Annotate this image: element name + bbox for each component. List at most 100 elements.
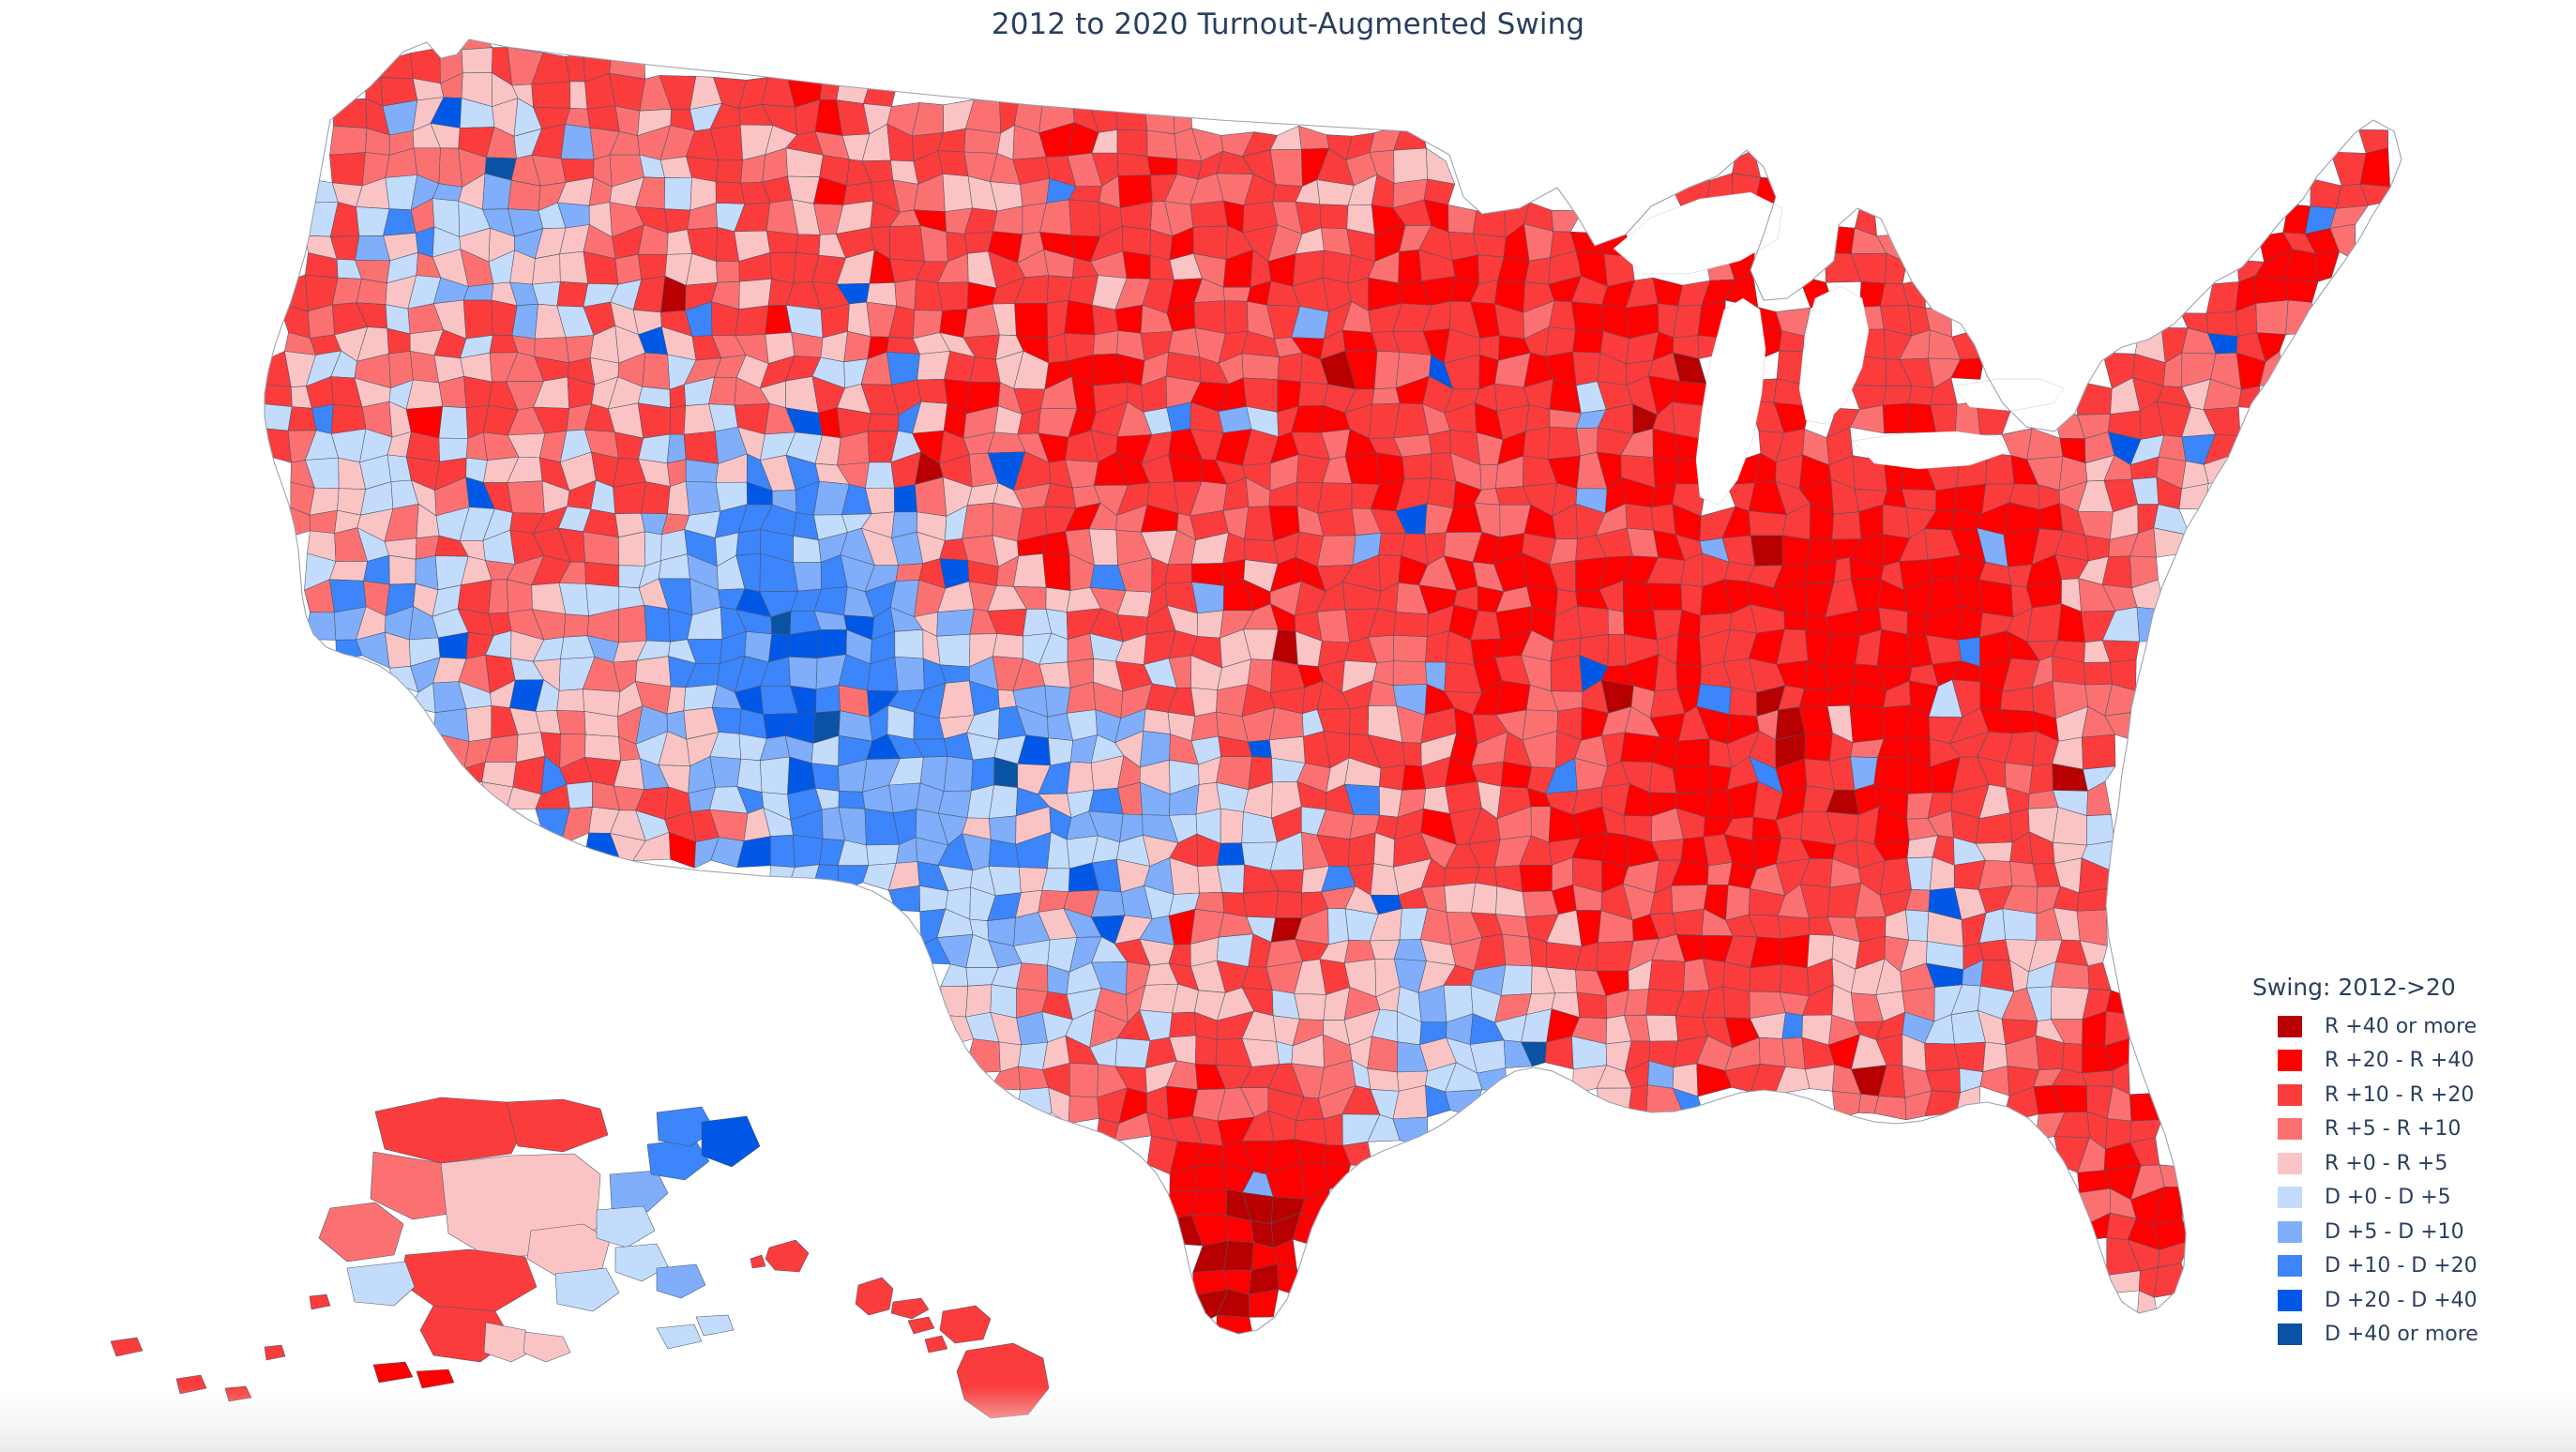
county-area[interactable] (1571, 302, 1603, 331)
alaska-borough[interactable] (647, 1139, 709, 1180)
county-area[interactable] (811, 764, 839, 792)
county-area[interactable] (1805, 1065, 1834, 1091)
county-area[interactable] (796, 234, 821, 255)
county-area[interactable] (253, 404, 292, 431)
county-area[interactable] (1597, 941, 1633, 971)
county-area[interactable] (1427, 478, 1456, 508)
county-area[interactable] (1979, 580, 2013, 617)
county-area[interactable] (2082, 734, 2115, 769)
county-area[interactable] (1393, 635, 1427, 662)
county-area[interactable] (943, 174, 973, 211)
county-area[interactable] (1393, 1117, 1428, 1146)
county-area[interactable] (2082, 1070, 2113, 1086)
county-area[interactable] (667, 434, 686, 463)
alaska-borough[interactable] (347, 1262, 415, 1306)
alaska-borough[interactable] (319, 1202, 403, 1262)
county-area[interactable] (1496, 681, 1530, 716)
county-area[interactable] (1299, 126, 1329, 149)
county-area[interactable] (888, 885, 919, 912)
alaska-borough[interactable] (696, 1315, 734, 1336)
county-area[interactable] (1015, 303, 1048, 338)
county-area[interactable] (1194, 1164, 1227, 1191)
county-area[interactable] (1480, 464, 1498, 490)
county-area[interactable] (993, 634, 1023, 659)
hawaii-island[interactable] (908, 1317, 934, 1334)
county-area[interactable] (970, 357, 1000, 383)
county-area[interactable] (1144, 709, 1171, 734)
alaska-borough[interactable] (417, 1369, 454, 1388)
county-area[interactable] (1750, 536, 1782, 567)
alaska-borough[interactable] (615, 1244, 668, 1281)
county-area[interactable] (1552, 210, 1583, 232)
county-area[interactable] (557, 281, 588, 307)
county-area[interactable] (1782, 1013, 1803, 1039)
county-area[interactable] (1850, 705, 1884, 743)
county-area[interactable] (1092, 305, 1118, 335)
county-area[interactable] (1197, 611, 1223, 638)
county-area[interactable] (1885, 253, 1906, 283)
county-area[interactable] (1805, 733, 1833, 761)
county-area[interactable] (1578, 606, 1609, 638)
county-area[interactable] (2029, 764, 2053, 794)
county-area[interactable] (1955, 484, 1986, 514)
county-area[interactable] (1043, 553, 1071, 590)
county-area[interactable] (1597, 1088, 1631, 1115)
county-area[interactable] (638, 254, 667, 280)
county-area[interactable] (760, 757, 789, 794)
county-area[interactable] (1068, 762, 1094, 794)
county-area[interactable] (557, 689, 584, 712)
county-area[interactable] (1908, 386, 1933, 405)
legend-item-d10[interactable]: D +10 - D +20 (2250, 1249, 2559, 1284)
county-area[interactable] (2330, 205, 2369, 228)
county-area[interactable] (557, 710, 586, 734)
county-area[interactable] (1672, 885, 1708, 913)
legend-item-d40[interactable]: D +40 or more (2250, 1318, 2559, 1353)
county-area[interactable] (1955, 1042, 1986, 1072)
county-area[interactable] (1732, 149, 1760, 177)
county-area[interactable] (1224, 1241, 1254, 1271)
county-area[interactable] (1653, 278, 1683, 306)
county-area[interactable] (638, 403, 670, 438)
county-area[interactable] (1446, 1090, 1482, 1116)
county-area[interactable] (564, 614, 589, 638)
county-area[interactable] (886, 352, 919, 385)
county-area[interactable] (938, 282, 968, 311)
county-area[interactable] (1320, 204, 1348, 229)
legend-item-r0[interactable]: R +0 - R +5 (2250, 1146, 2559, 1181)
county-area[interactable] (966, 985, 993, 1017)
county-area[interactable] (1115, 1038, 1150, 1068)
county-area[interactable] (1880, 858, 1912, 896)
alaska-borough[interactable] (657, 1264, 705, 1298)
county-area[interactable] (938, 791, 971, 818)
county-area[interactable] (794, 536, 822, 562)
county-area[interactable] (639, 434, 671, 463)
county-area[interactable] (1780, 934, 1810, 968)
county-area[interactable] (1707, 862, 1732, 885)
county-area[interactable] (1192, 582, 1224, 613)
county-area[interactable] (1925, 1043, 1960, 1071)
county-area[interactable] (1093, 331, 1118, 355)
county-area[interactable] (1249, 1290, 1279, 1318)
legend-item-d5[interactable]: D +5 - D +10 (2250, 1215, 2559, 1249)
county-area[interactable] (2088, 962, 2112, 991)
county-area[interactable] (794, 563, 822, 592)
county-area[interactable] (1324, 1114, 1342, 1146)
county-area[interactable] (1546, 942, 1582, 970)
county-area[interactable] (560, 251, 588, 283)
county-area[interactable] (739, 279, 772, 309)
county-area[interactable] (1832, 512, 1861, 539)
county-area[interactable] (1249, 740, 1272, 758)
county-area[interactable] (1123, 251, 1150, 280)
legend-item-r40[interactable]: R +40 or more (2250, 1009, 2559, 1044)
county-area[interactable] (735, 306, 768, 336)
county-area[interactable] (508, 180, 541, 210)
county-area[interactable] (1191, 688, 1218, 716)
county-area[interactable] (583, 532, 619, 566)
county-area[interactable] (1523, 427, 1550, 460)
hawaii-island[interactable] (925, 1336, 947, 1353)
county-area[interactable] (329, 126, 367, 155)
county-area[interactable] (489, 580, 508, 614)
alaska-borough[interactable] (597, 1206, 655, 1248)
hawaii-island[interactable] (891, 1298, 929, 1319)
county-area[interactable] (2315, 252, 2340, 282)
